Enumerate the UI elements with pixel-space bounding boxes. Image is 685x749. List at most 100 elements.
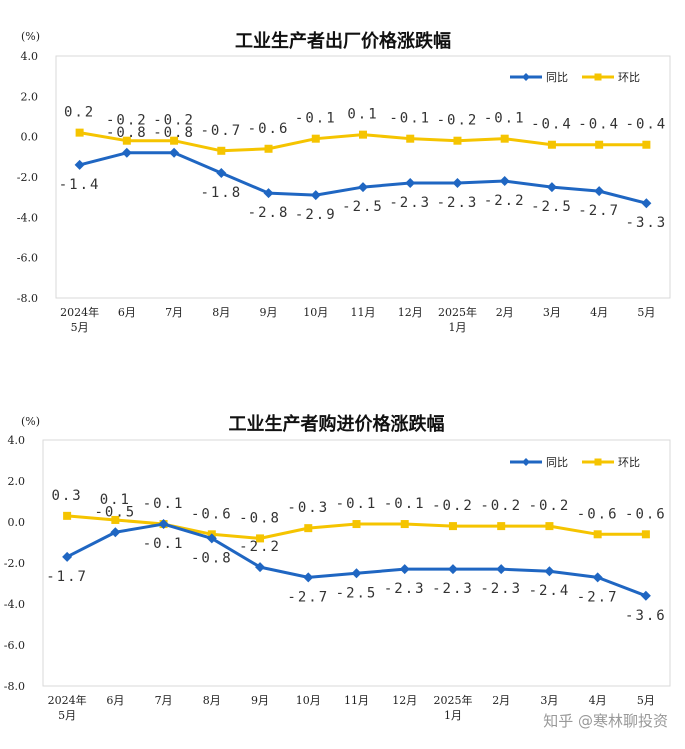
legend-marker	[522, 73, 530, 81]
data-point-mom	[75, 128, 84, 137]
y-tick-label: 4.0	[21, 50, 39, 63]
data-point-mom	[642, 140, 651, 149]
legend-marker	[522, 458, 530, 466]
data-point-yoy	[216, 167, 227, 178]
data-point-yoy	[405, 178, 416, 189]
legend-label: 同比	[546, 71, 568, 84]
data-label-mom: -0.6	[577, 506, 619, 522]
data-label-mom: 0.2	[64, 105, 95, 121]
data-label-mom: -0.4	[531, 117, 573, 133]
data-point-mom	[111, 515, 120, 524]
legend-label: 环比	[618, 456, 640, 469]
y-tick-label: -4.0	[17, 211, 38, 224]
data-point-mom	[63, 511, 72, 520]
x-tick-label: 8月	[203, 694, 221, 707]
data-label-yoy: -2.5	[336, 585, 378, 601]
data-label-mom: 0.1	[100, 492, 131, 508]
data-label-mom: -0.1	[336, 496, 378, 512]
data-label-yoy: -2.2	[239, 539, 281, 555]
data-point-yoy	[255, 562, 266, 573]
data-point-mom	[217, 146, 226, 155]
data-point-mom	[497, 522, 506, 531]
data-label-yoy: -2.3	[384, 581, 426, 597]
data-point-yoy	[496, 564, 507, 575]
data-point-yoy	[110, 527, 121, 538]
legend-marker	[594, 73, 602, 81]
x-tick-label: 7月	[165, 306, 183, 319]
data-label-mom: -0.7	[200, 123, 242, 139]
data-point-yoy	[263, 188, 274, 199]
data-point-yoy	[74, 159, 85, 170]
data-point-yoy	[452, 178, 463, 189]
x-tick-label: 3月	[540, 694, 558, 707]
data-point-yoy	[640, 590, 651, 601]
data-point-mom	[545, 522, 554, 531]
data-point-mom	[453, 136, 462, 145]
plot-frame	[42, 439, 671, 687]
x-tick-label: 2025年 1月	[438, 305, 477, 334]
data-label-mom: -0.4	[626, 117, 668, 133]
data-point-yoy	[447, 564, 458, 575]
data-point-yoy	[206, 533, 217, 544]
data-point-yoy	[358, 182, 368, 193]
x-tick-label: 2024年 5月	[60, 305, 99, 334]
y-tick-label: 0.0	[21, 131, 39, 144]
watermark: 知乎 @寒林聊投资	[543, 712, 668, 730]
data-label-yoy: -2.7	[577, 589, 619, 605]
data-point-yoy	[158, 519, 169, 530]
y-tick-label: -8.0	[4, 680, 25, 693]
x-tick-label: 10月	[296, 694, 321, 707]
data-point-yoy	[310, 190, 321, 201]
data-point-yoy	[499, 176, 510, 187]
x-tick-label: 12月	[398, 306, 423, 319]
x-tick-label: 9月	[260, 306, 278, 319]
data-label-mom: -0.8	[239, 510, 281, 526]
data-point-mom	[256, 534, 265, 543]
data-label-yoy: -3.6	[625, 608, 667, 624]
data-label-mom: -0.1	[143, 496, 185, 512]
data-label-mom: -0.6	[191, 506, 233, 522]
data-point-yoy	[546, 182, 557, 193]
y-tick-label: -4.0	[4, 598, 25, 611]
y-tick-label: -2.0	[4, 557, 25, 570]
data-label-yoy: -1.7	[46, 569, 88, 585]
data-label-yoy: -2.5	[342, 199, 384, 215]
x-tick-label: 12月	[392, 694, 417, 707]
legend-item-mom: 环比	[582, 456, 640, 469]
y-tick-label: -8.0	[17, 292, 38, 305]
y-unit-label: (%)	[21, 415, 40, 428]
x-tick-label: 5月	[637, 694, 655, 707]
data-point-mom	[311, 134, 320, 143]
y-tick-label: 4.0	[8, 434, 26, 447]
plot-frame	[55, 55, 671, 299]
data-label-yoy: -0.8	[191, 550, 233, 566]
data-label-mom: -0.1	[484, 111, 526, 127]
data-label-yoy: -1.4	[59, 177, 101, 193]
legend-item-yoy: 同比	[510, 71, 568, 84]
data-label-yoy: -2.3	[389, 195, 431, 211]
data-label-mom: -0.4	[578, 117, 620, 133]
x-tick-label: 2月	[496, 306, 514, 319]
data-point-yoy	[399, 564, 410, 575]
x-tick-label: 2月	[492, 694, 510, 707]
chart-1: 工业生产者出厂价格涨跌幅 (%) 4.0 2.0 0.0 -2.0 -4.0 -6.0 -8.0…	[17, 30, 671, 334]
data-point-mom	[122, 136, 131, 145]
chart-title: 工业生产者出厂价格涨跌幅	[235, 30, 451, 52]
y-tick-label: 2.0	[21, 90, 39, 103]
x-tick-label: 9月	[251, 694, 269, 707]
x-tick-label: 2024年 5月	[48, 693, 87, 722]
y-tick-label: -6.0	[4, 639, 25, 652]
legend-label: 环比	[618, 71, 640, 84]
y-unit-label: (%)	[21, 30, 40, 43]
data-point-mom	[400, 520, 409, 529]
x-tick-label: 6月	[118, 306, 136, 319]
data-point-mom	[448, 522, 457, 531]
data-label-mom: -0.2	[153, 113, 195, 129]
x-tick-label: 2025年 1月	[433, 693, 472, 722]
chart-title: 工业生产者购进价格涨跌幅	[229, 413, 445, 435]
series-line-yoy	[79, 151, 647, 205]
y-tick-label: 0.0	[8, 516, 26, 529]
data-label-mom: -0.1	[384, 496, 426, 512]
data-label-yoy: -2.7	[578, 203, 620, 219]
data-label-mom: 0.1	[347, 107, 378, 123]
